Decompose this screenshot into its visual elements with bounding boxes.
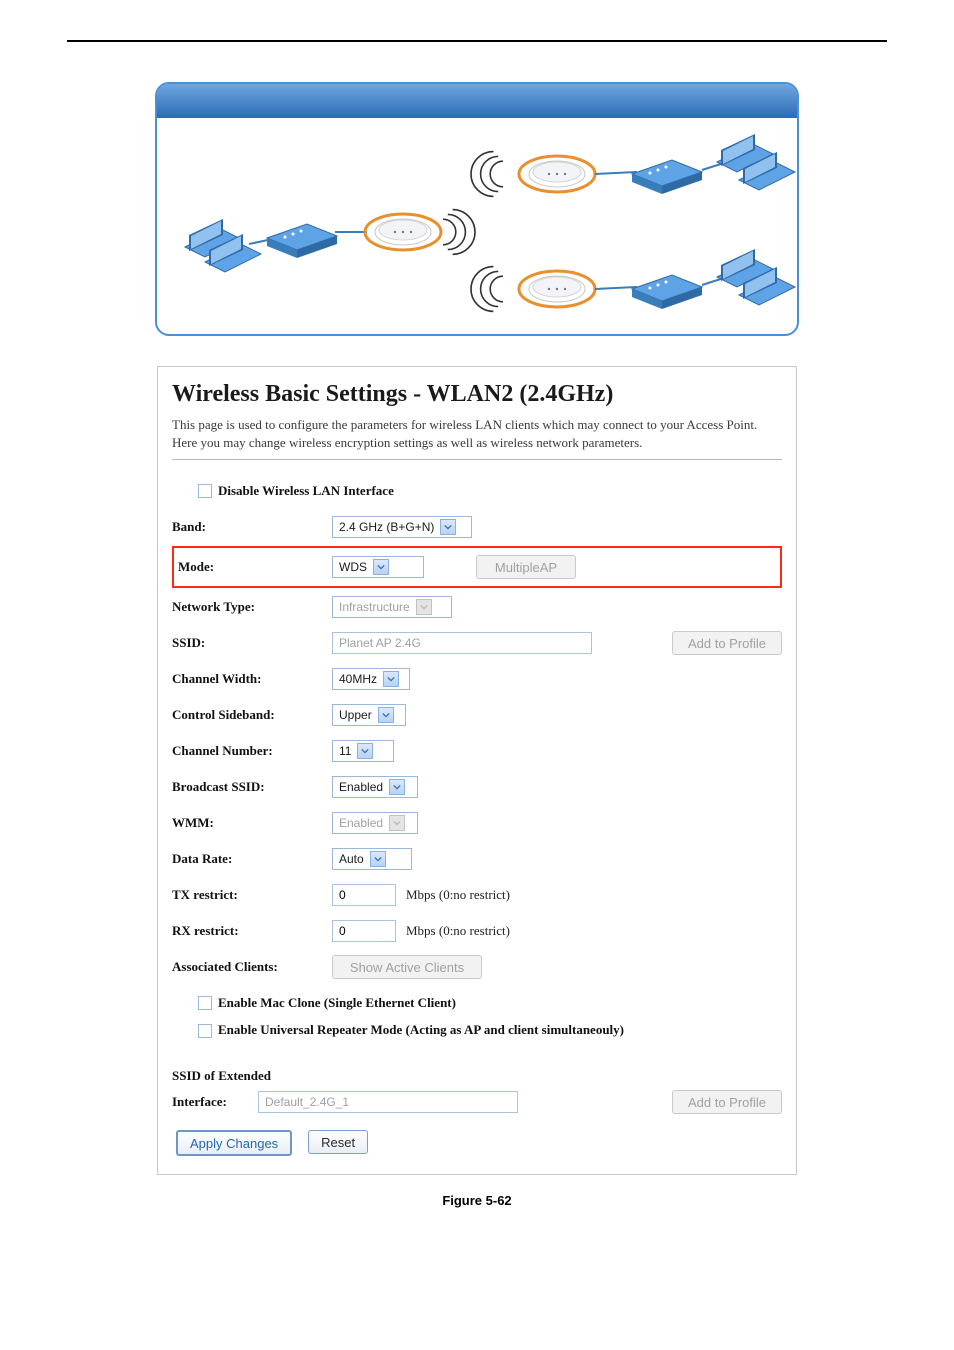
chevron-down-icon xyxy=(389,815,405,831)
select-network-type: Infrastructure xyxy=(332,596,452,618)
label-wmm: WMM: xyxy=(172,815,332,831)
row-data-rate: Data Rate: Auto xyxy=(172,842,782,876)
label-disable-wlan: Disable Wireless LAN Interface xyxy=(218,483,394,499)
show-active-clients-button[interactable]: Show Active Clients xyxy=(332,955,482,979)
add-to-profile-ext-button[interactable]: Add to Profile xyxy=(672,1090,782,1114)
rx-restrict-input[interactable] xyxy=(332,920,396,942)
multipleap-button[interactable]: MultipleAP xyxy=(476,555,576,579)
label-channel-width: Channel Width: xyxy=(172,671,332,687)
divider xyxy=(172,459,782,460)
row-associated-clients: Associated Clients: Show Active Clients xyxy=(172,950,782,984)
row-disable-wlan: Disable Wireless LAN Interface xyxy=(172,474,782,508)
chevron-down-icon xyxy=(383,671,399,687)
top-divider xyxy=(67,40,887,42)
chevron-down-icon xyxy=(389,779,405,795)
chevron-down-icon xyxy=(440,519,456,535)
mode-highlight-box: Mode: WDS MultipleAP xyxy=(172,546,782,588)
select-data-rate[interactable]: Auto xyxy=(332,848,412,870)
reset-button[interactable]: Reset xyxy=(308,1130,368,1154)
row-channel-number: Channel Number: 11 xyxy=(172,734,782,768)
tx-restrict-input[interactable] xyxy=(332,884,396,906)
checkbox-mac-clone[interactable] xyxy=(198,996,212,1010)
label-data-rate: Data Rate: xyxy=(172,851,332,867)
select-network-type-value: Infrastructure xyxy=(339,600,410,614)
select-control-sideband-value: Upper xyxy=(339,708,372,722)
diagram-panel xyxy=(155,82,799,336)
select-band[interactable]: 2.4 GHz (B+G+N) xyxy=(332,516,472,538)
label-band: Band: xyxy=(172,519,332,535)
checkbox-disable-wlan[interactable] xyxy=(198,484,212,498)
row-control-sideband: Control Sideband: Upper xyxy=(172,698,782,732)
chevron-down-icon xyxy=(370,851,386,867)
row-band: Band: 2.4 GHz (B+G+N) xyxy=(172,510,782,544)
row-mode: Mode: WDS MultipleAP xyxy=(178,554,776,580)
page-title: Wireless Basic Settings - WLAN2 (2.4GHz) xyxy=(172,381,782,408)
select-mode[interactable]: WDS xyxy=(332,556,424,578)
row-ssid: SSID: Add to Profile xyxy=(172,626,782,660)
select-control-sideband[interactable]: Upper xyxy=(332,704,406,726)
label-mac-clone: Enable Mac Clone (Single Ethernet Client… xyxy=(218,995,456,1011)
select-band-value: 2.4 GHz (B+G+N) xyxy=(339,520,434,534)
network-diagram xyxy=(157,84,797,334)
select-data-rate-value: Auto xyxy=(339,852,364,866)
label-channel-number: Channel Number: xyxy=(172,743,332,759)
chevron-down-icon xyxy=(416,599,432,615)
select-channel-number[interactable]: 11 xyxy=(332,740,394,762)
label-ext-ssid-a: SSID of Extended xyxy=(172,1068,271,1084)
apply-changes-button[interactable]: Apply Changes xyxy=(176,1130,292,1156)
chevron-down-icon xyxy=(378,707,394,723)
ext-ssid-input xyxy=(258,1091,518,1113)
page-root: Wireless Basic Settings - WLAN2 (2.4GHz)… xyxy=(0,0,954,1268)
label-repeater: Enable Universal Repeater Mode (Acting a… xyxy=(218,1022,624,1038)
chevron-down-icon xyxy=(357,743,373,759)
label-associated-clients: Associated Clients: xyxy=(172,959,332,975)
rx-restrict-unit: Mbps (0:no restrict) xyxy=(406,923,510,939)
row-channel-width: Channel Width: 40MHz xyxy=(172,662,782,696)
row-rx-restrict: RX restrict: Mbps (0:no restrict) xyxy=(172,914,782,948)
label-rx-restrict: RX restrict: xyxy=(172,923,332,939)
select-channel-width[interactable]: 40MHz xyxy=(332,668,410,690)
label-mode: Mode: xyxy=(178,559,332,575)
row-network-type: Network Type: Infrastructure xyxy=(172,590,782,624)
label-ext-ssid-b: Interface: xyxy=(172,1094,258,1110)
label-control-sideband: Control Sideband: xyxy=(172,707,332,723)
row-tx-restrict: TX restrict: Mbps (0:no restrict) xyxy=(172,878,782,912)
row-wmm: WMM: Enabled xyxy=(172,806,782,840)
tx-restrict-unit: Mbps (0:no restrict) xyxy=(406,887,510,903)
ssid-input xyxy=(332,632,592,654)
select-broadcast-ssid[interactable]: Enabled xyxy=(332,776,418,798)
select-wmm: Enabled xyxy=(332,812,418,834)
page-description: This page is used to configure the param… xyxy=(172,416,782,451)
row-ext-ssid: SSID of Extended x Interface: Add to Pro… xyxy=(172,1064,782,1114)
select-channel-number-value: 11 xyxy=(339,744,351,758)
add-to-profile-button[interactable]: Add to Profile xyxy=(672,631,782,655)
label-broadcast-ssid: Broadcast SSID: xyxy=(172,779,332,795)
settings-panel: Wireless Basic Settings - WLAN2 (2.4GHz)… xyxy=(157,366,797,1175)
buttons-row: Apply Changes Reset xyxy=(172,1130,782,1156)
label-ssid: SSID: xyxy=(172,635,332,651)
figure-caption: Figure 5-62 xyxy=(0,1193,954,1208)
chevron-down-icon xyxy=(373,559,389,575)
checkbox-repeater[interactable] xyxy=(198,1024,212,1038)
row-mac-clone: Enable Mac Clone (Single Ethernet Client… xyxy=(172,986,782,1020)
row-broadcast-ssid: Broadcast SSID: Enabled xyxy=(172,770,782,804)
label-network-type: Network Type: xyxy=(172,599,332,615)
select-wmm-value: Enabled xyxy=(339,816,383,830)
label-tx-restrict: TX restrict: xyxy=(172,887,332,903)
select-broadcast-ssid-value: Enabled xyxy=(339,780,383,794)
select-mode-value: WDS xyxy=(339,560,367,574)
row-repeater: Enable Universal Repeater Mode (Acting a… xyxy=(172,1022,782,1062)
select-channel-width-value: 40MHz xyxy=(339,672,377,686)
